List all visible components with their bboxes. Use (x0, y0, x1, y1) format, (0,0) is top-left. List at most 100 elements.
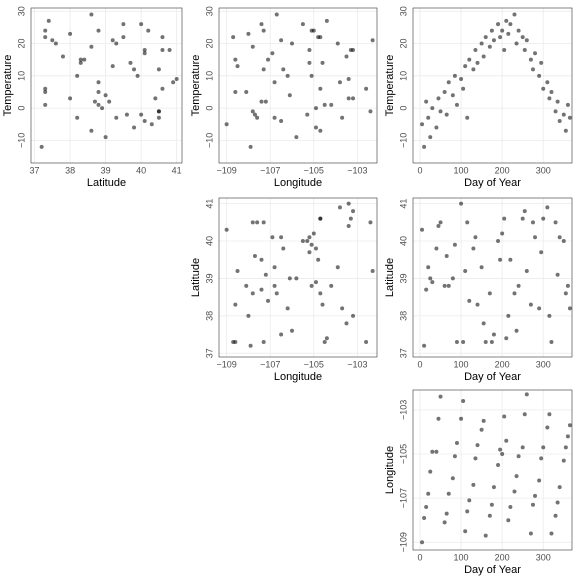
x-tick-label: 0 (417, 165, 422, 175)
point (530, 67, 535, 72)
point (43, 102, 48, 107)
point (294, 135, 299, 140)
point (452, 73, 457, 78)
point (502, 47, 507, 52)
point (75, 115, 80, 120)
point (43, 86, 48, 91)
point (553, 109, 558, 114)
panel-background (219, 8, 377, 163)
point (430, 449, 435, 454)
point (309, 73, 314, 78)
point (261, 340, 266, 345)
point (450, 93, 455, 98)
point (346, 224, 351, 229)
point (549, 531, 554, 536)
point (318, 128, 323, 133)
point (364, 340, 369, 345)
point (467, 57, 472, 62)
point (512, 12, 517, 17)
point (508, 504, 513, 509)
point (461, 399, 466, 404)
point (533, 51, 538, 56)
point (290, 328, 295, 333)
point (96, 28, 101, 33)
point (300, 239, 305, 244)
x-tick-label: 200 (495, 552, 510, 562)
y-axis-title: Latitude (190, 258, 202, 297)
y-tick-label: −107 (398, 488, 408, 508)
point (524, 392, 529, 397)
point (537, 478, 542, 483)
point (346, 77, 351, 82)
point (479, 427, 484, 432)
point (549, 340, 554, 345)
point (121, 22, 126, 27)
point (300, 22, 305, 27)
x-tick-label: 38 (65, 165, 75, 175)
point (272, 115, 277, 120)
point (446, 80, 451, 85)
point (272, 283, 277, 288)
point (233, 57, 238, 62)
point (43, 28, 48, 33)
y-axis-title: Longitude (384, 446, 396, 494)
point (463, 529, 468, 534)
point (89, 128, 94, 133)
point (442, 283, 447, 288)
x-axis-title: Day of Year (464, 371, 521, 383)
point (305, 112, 310, 117)
point (307, 250, 312, 255)
y-tick-label: 10 (398, 71, 408, 81)
point (436, 416, 441, 421)
point (337, 205, 342, 210)
point (444, 511, 449, 516)
y-tick-label: 20 (398, 39, 408, 49)
point (514, 41, 519, 46)
point (520, 216, 525, 221)
point (557, 485, 562, 490)
x-tick-label: −105 (304, 359, 324, 369)
point (438, 109, 443, 114)
point (252, 253, 257, 258)
point (487, 291, 492, 296)
point (487, 44, 492, 49)
point (279, 119, 284, 124)
point (156, 67, 161, 72)
point (471, 246, 476, 251)
point (46, 18, 51, 23)
point (424, 504, 429, 509)
point (514, 328, 519, 333)
point (563, 128, 568, 133)
y-tick-label: 20 (16, 39, 26, 49)
point (261, 220, 266, 225)
point (524, 268, 529, 273)
panel-border (218, 7, 378, 164)
point (504, 18, 509, 23)
point (422, 343, 427, 348)
point (344, 54, 349, 59)
point (279, 332, 284, 337)
point (244, 283, 249, 288)
point (156, 115, 161, 120)
point (233, 302, 238, 307)
x-tick-label: 40 (136, 165, 146, 175)
point (235, 64, 240, 69)
point (446, 283, 451, 288)
point (335, 41, 340, 46)
point (471, 67, 476, 72)
point (561, 239, 566, 244)
y-tick-label: −10 (398, 133, 408, 148)
point (496, 463, 501, 468)
y-axis-title: Temperature (190, 55, 202, 117)
point (246, 31, 251, 36)
point (547, 96, 552, 101)
point (481, 321, 486, 326)
point (491, 332, 496, 337)
point (473, 235, 478, 240)
point (489, 502, 494, 507)
point (322, 340, 327, 345)
point (285, 306, 290, 311)
point (426, 265, 431, 270)
panel-border (412, 389, 573, 551)
point (450, 476, 455, 481)
